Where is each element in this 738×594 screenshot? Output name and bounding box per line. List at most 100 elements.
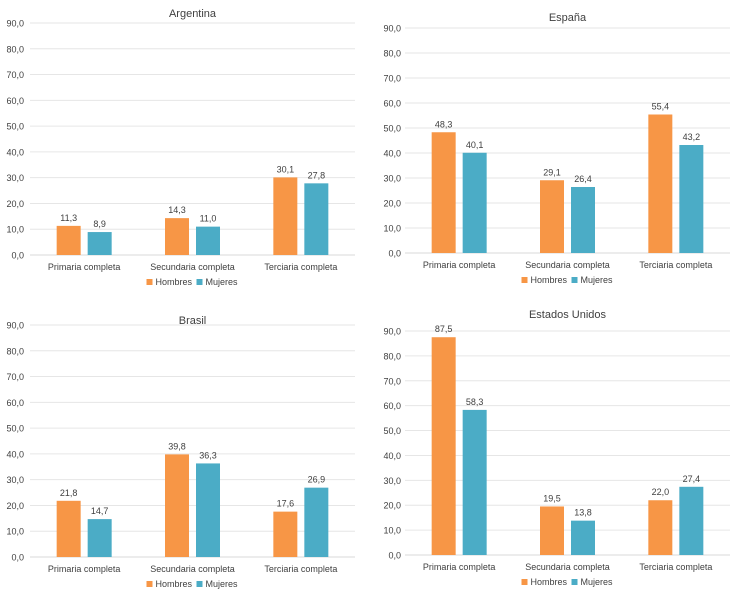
y-tick-label: 20,0 [383, 199, 401, 209]
chart-panel-brasil: Brasil 0,0 10,0 20,0 30,0 40,0 50,0 60,0 70,0 80,… [6, 315, 355, 589]
y-tick-label: 20,0 [383, 501, 401, 511]
data-label: 27,4 [683, 474, 701, 484]
x-tick-label: Secundaria completa [525, 260, 610, 270]
y-tick-label: 0,0 [11, 553, 24, 563]
bar-mujeres [571, 187, 595, 253]
y-tick-label: 70,0 [6, 70, 24, 80]
bar-mujeres [304, 183, 329, 255]
legend-label: Hombres [156, 277, 193, 287]
y-tick-label: 50,0 [6, 424, 24, 434]
legend-swatch-mujeres [571, 579, 578, 585]
y-tick-label: 80,0 [6, 44, 24, 54]
y-tick-label: 0,0 [388, 551, 401, 561]
y-tick-label: 10,0 [383, 224, 401, 234]
y-tick-label: 90,0 [383, 24, 401, 34]
y-tick-label: 50,0 [383, 124, 401, 134]
y-tick-label: 60,0 [6, 96, 24, 106]
data-label: 17,6 [277, 499, 295, 509]
chart-panel-argentina: Argentina 0,0 10,0 20,0 30,0 40,0 50,0 60,0 70,0… [6, 8, 355, 287]
chart-panel-estados-unidos: Estados Unidos 0,0 10,0 20,0 30,0 40,0 50,0 60,… [383, 309, 730, 587]
legend-swatch-hombres [521, 579, 528, 585]
data-label: 40,1 [466, 140, 484, 150]
legend-swatch-hombres [146, 581, 153, 587]
y-tick-label: 50,0 [6, 122, 24, 132]
legend-label: Mujeres [206, 579, 239, 589]
bar-mujeres [679, 145, 704, 253]
y-tick-label: 40,0 [383, 149, 401, 159]
bar-mujeres [87, 519, 112, 557]
legend-label: Hombres [531, 577, 568, 587]
bar-hombres [431, 337, 456, 555]
y-tick-label: 10,0 [6, 225, 24, 235]
legend-swatch-mujeres [571, 277, 578, 283]
y-tick-label: 10,0 [383, 526, 401, 536]
x-tick-label: Terciaria completa [264, 564, 337, 574]
data-label: 14,3 [168, 205, 186, 215]
data-label: 30,1 [277, 164, 295, 174]
y-tick-label: 70,0 [6, 372, 24, 382]
chart-title: Estados Unidos [529, 309, 607, 321]
data-label: 27,8 [308, 170, 326, 180]
bar-mujeres [304, 487, 329, 557]
y-tick-label: 60,0 [383, 99, 401, 109]
bar-hombres [273, 511, 298, 557]
y-tick-label: 40,0 [6, 147, 24, 157]
y-tick-label: 80,0 [6, 346, 24, 356]
bar-hombres [165, 454, 189, 557]
legend-label: Mujeres [581, 577, 614, 587]
data-label: 11,0 [200, 214, 217, 224]
y-tick-label: 90,0 [6, 321, 24, 331]
legend-swatch-hombres [146, 279, 153, 285]
y-tick-label: 40,0 [6, 449, 24, 459]
data-label: 26,9 [308, 475, 326, 485]
legend-label: Mujeres [581, 275, 614, 285]
bar-mujeres [87, 232, 112, 255]
bar-hombres [56, 500, 81, 557]
bar-mujeres [462, 409, 487, 555]
x-tick-label: Primaria completa [423, 260, 496, 270]
bar-mujeres [196, 226, 220, 255]
bar-hombres [431, 132, 456, 253]
y-tick-label: 0,0 [388, 249, 401, 259]
data-label: 11,3 [60, 213, 77, 223]
bar-hombres [648, 114, 673, 253]
data-label: 48,3 [435, 119, 453, 129]
x-tick-label: Secundaria completa [525, 562, 610, 572]
bar-mujeres [679, 486, 704, 555]
bar-mujeres [196, 463, 220, 557]
data-label: 43,2 [683, 132, 701, 142]
data-label: 13,8 [574, 508, 592, 518]
legend-label: Mujeres [206, 277, 239, 287]
legend-label: Hombres [531, 275, 568, 285]
bar-mujeres [462, 152, 487, 253]
bar-hombres [540, 506, 564, 555]
x-tick-label: Primaria completa [48, 564, 121, 574]
y-tick-label: 30,0 [383, 476, 401, 486]
data-label: 36,3 [199, 450, 217, 460]
chart-title: Brasil [179, 315, 207, 327]
legend-swatch-mujeres [196, 581, 203, 587]
y-tick-label: 10,0 [6, 527, 24, 537]
bar-hombres [648, 500, 673, 555]
x-tick-label: Secundaria completa [150, 564, 235, 574]
chart-panel-españa: España 0,0 10,0 20,0 30,0 40,0 50,0 60,0 70,0 80,… [383, 12, 730, 285]
y-tick-label: 30,0 [383, 174, 401, 184]
data-label: 87,5 [435, 324, 453, 334]
bar-hombres [540, 180, 564, 253]
y-tick-label: 20,0 [6, 199, 24, 209]
x-tick-label: Secundaria completa [150, 262, 235, 272]
y-tick-label: 70,0 [383, 376, 401, 386]
legend-swatch-hombres [521, 277, 528, 283]
bar-hombres [165, 218, 189, 255]
data-label: 55,4 [652, 102, 670, 112]
x-tick-label: Primaria completa [423, 562, 496, 572]
y-tick-label: 90,0 [383, 327, 401, 337]
data-label: 21,8 [60, 488, 78, 498]
data-label: 22,0 [652, 487, 670, 497]
legend-swatch-mujeres [196, 279, 203, 285]
x-tick-label: Terciaria completa [639, 260, 712, 270]
x-tick-label: Primaria completa [48, 262, 121, 272]
y-tick-label: 60,0 [383, 401, 401, 411]
data-label: 19,5 [543, 493, 561, 503]
y-tick-label: 40,0 [383, 451, 401, 461]
